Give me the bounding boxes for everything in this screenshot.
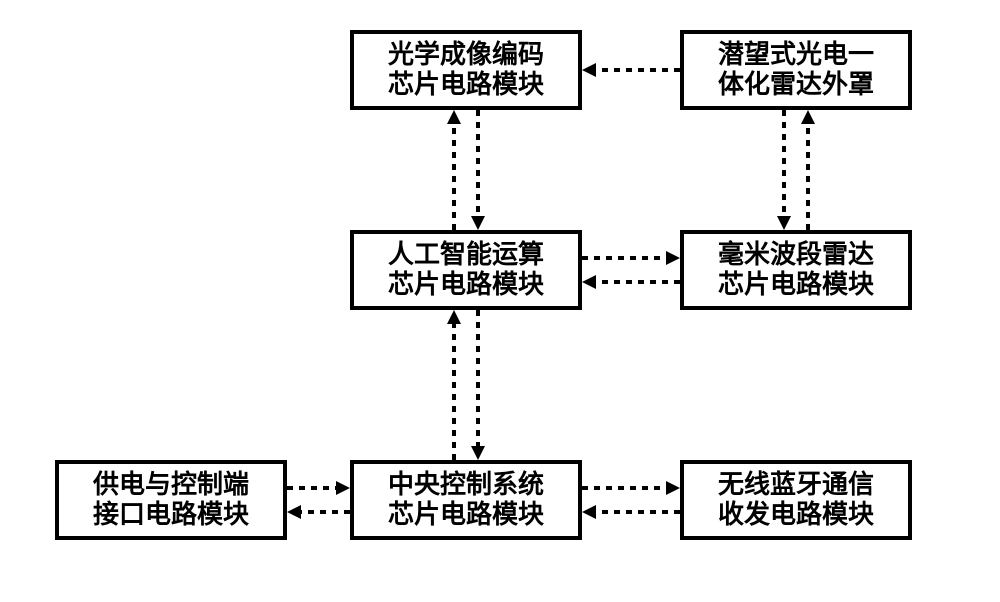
arrowhead-icon [666, 481, 680, 495]
node-optical-imaging: 光学成像编码 芯片电路模块 [350, 30, 582, 110]
node-line2: 芯片电路模块 [388, 70, 544, 100]
node-line1: 中央控制系统 [388, 470, 544, 500]
node-line2: 体化雷达外罩 [718, 70, 874, 100]
node-central-control: 中央控制系统 芯片电路模块 [350, 460, 582, 540]
arrowhead-icon [582, 275, 596, 289]
node-mmwave-radar: 毫米波段雷达 芯片电路模块 [680, 230, 912, 310]
node-line2: 芯片电路模块 [388, 500, 544, 530]
arrowhead-icon [287, 505, 301, 519]
arrowhead-icon [801, 110, 815, 124]
node-line2: 接口电路模块 [93, 500, 249, 530]
arrowhead-icon [666, 251, 680, 265]
arrowhead-icon [336, 481, 350, 495]
arrowhead-icon [582, 63, 596, 77]
node-periscope-radome: 潜望式光电一 体化雷达外罩 [680, 30, 912, 110]
node-power-control-interface: 供电与控制端 接口电路模块 [55, 460, 287, 540]
node-line2: 芯片电路模块 [718, 270, 874, 300]
node-line1: 人工智能运算 [388, 240, 544, 270]
arrowhead-icon [471, 446, 485, 460]
arrowhead-icon [582, 505, 596, 519]
node-line1: 光学成像编码 [388, 40, 544, 70]
arrowhead-icon [447, 310, 461, 324]
arrowhead-icon [447, 110, 461, 124]
node-line1: 潜望式光电一 [718, 40, 874, 70]
node-line1: 供电与控制端 [93, 470, 249, 500]
node-line2: 芯片电路模块 [388, 270, 544, 300]
node-bluetooth-comm: 无线蓝牙通信 收发电路模块 [680, 460, 912, 540]
diagram-stage: 光学成像编码 芯片电路模块 潜望式光电一 体化雷达外罩 人工智能运算 芯片电路模… [0, 0, 1000, 602]
arrowhead-icon [777, 216, 791, 230]
node-line2: 收发电路模块 [718, 500, 874, 530]
arrowhead-icon [471, 216, 485, 230]
node-line1: 无线蓝牙通信 [718, 470, 874, 500]
node-line1: 毫米波段雷达 [718, 240, 874, 270]
node-ai-compute: 人工智能运算 芯片电路模块 [350, 230, 582, 310]
